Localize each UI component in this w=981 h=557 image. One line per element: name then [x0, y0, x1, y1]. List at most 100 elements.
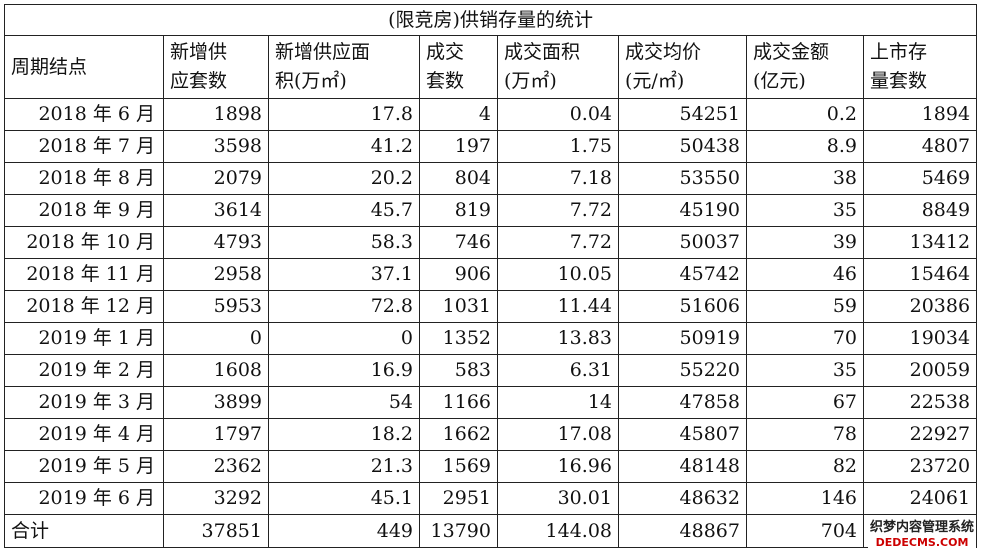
value-cell: 2362: [163, 450, 269, 483]
total-cell: 449: [268, 514, 420, 548]
column-header: 成交面积 (万㎡): [497, 35, 619, 99]
value-cell: 3598: [163, 130, 269, 163]
value-cell: 1569: [419, 450, 498, 483]
column-header: 上市存 量套数: [862, 35, 978, 99]
value-cell: 37.1: [268, 258, 420, 291]
value-cell: 1166: [419, 386, 498, 419]
stats-table: (限竞房)供销存量的统计 周期结点 新增供 应套数 新增供应面 积(万㎡) 成交 套数 成交面…: [3, 4, 978, 548]
value-cell: 72.8: [268, 290, 420, 323]
column-header: 成交 套数: [419, 35, 498, 99]
value-cell: 1608: [163, 354, 269, 387]
value-cell: 3292: [163, 482, 269, 515]
column-header-line: 成交面积: [504, 41, 581, 63]
value-cell: 5469: [862, 162, 978, 195]
value-cell: 7.18: [497, 162, 619, 195]
value-cell: 4: [419, 98, 498, 131]
column-header-line: 应套数: [170, 70, 228, 92]
total-row: 合计 37851 449 13790 144.08 48867 704: [4, 514, 978, 548]
value-cell: 54: [268, 386, 420, 419]
value-cell: 70: [746, 322, 864, 355]
value-cell: 20.2: [268, 162, 420, 195]
column-header: 成交金额 (亿元): [746, 35, 864, 99]
column-header: 周期结点: [4, 35, 164, 99]
table-row: 2019 年 6 月 3292 45.1 2951 30.01 48632 146 24061: [4, 482, 978, 515]
table-title: (限竞房)供销存量的统计: [3, 4, 978, 36]
value-cell: 50438: [618, 130, 747, 163]
value-cell: 1031: [419, 290, 498, 323]
value-cell: 45190: [618, 194, 747, 227]
column-header-line: (亿元): [753, 70, 806, 92]
value-cell: 11.44: [497, 290, 619, 323]
table-row: 2018 年 11 月 2958 37.1 906 10.05 45742 46 15464: [4, 258, 978, 291]
table-row: 2018 年 12 月 5953 72.8 1031 11.44 51606 59 20386: [4, 290, 978, 323]
value-cell: 17.8: [268, 98, 420, 131]
value-cell: 804: [419, 162, 498, 195]
period-cell: 2018 年 10 月: [4, 226, 164, 259]
value-cell: 1.75: [497, 130, 619, 163]
total-cell: 37851: [163, 514, 269, 548]
value-cell: 53550: [618, 162, 747, 195]
period-cell: 2018 年 6 月: [4, 98, 164, 131]
value-cell: 22927: [862, 418, 978, 451]
value-cell: 13412: [862, 226, 978, 259]
value-cell: 0: [268, 322, 420, 355]
value-cell: 55220: [618, 354, 747, 387]
total-cell: 13790: [419, 514, 498, 548]
column-header: 新增供应面积(万㎡): [268, 35, 420, 99]
table-row: 2018 年 9 月 3614 45.7 819 7.72 45190 35 8849: [4, 194, 978, 227]
value-cell: 1662: [419, 418, 498, 451]
value-cell: 51606: [618, 290, 747, 323]
value-cell: 54251: [618, 98, 747, 131]
value-cell: 22538: [862, 386, 978, 419]
period-cell: 2019 年 3 月: [4, 386, 164, 419]
value-cell: 7.72: [497, 194, 619, 227]
period-cell: 2019 年 2 月: [4, 354, 164, 387]
column-header-line: 新增供应面: [275, 41, 371, 63]
value-cell: 746: [419, 226, 498, 259]
value-cell: 20386: [862, 290, 978, 323]
watermark-line1: 织梦内容管理系统: [869, 520, 974, 535]
column-header-line: 上市存: [870, 41, 928, 63]
value-cell: 10.05: [497, 258, 619, 291]
value-cell: 4807: [862, 130, 978, 163]
watermark-line2: DEDECMS.COM: [875, 536, 969, 549]
period-cell: 2019 年 1 月: [4, 322, 164, 355]
value-cell: 13.83: [497, 322, 619, 355]
column-header-line: (元/㎡): [625, 70, 685, 92]
period-cell: 2019 年 5 月: [4, 450, 164, 483]
value-cell: 35: [746, 354, 864, 387]
value-cell: 39: [746, 226, 864, 259]
value-cell: 67: [746, 386, 864, 419]
value-cell: 15464: [862, 258, 978, 291]
table-row: 2018 年 6 月 1898 17.8 4 0.04 54251 0.2 1894: [4, 98, 978, 131]
value-cell: 2079: [163, 162, 269, 195]
value-cell: 0.04: [497, 98, 619, 131]
value-cell: 47858: [618, 386, 747, 419]
column-header-line: (万㎡): [504, 70, 557, 92]
value-cell: 1898: [163, 98, 269, 131]
column-header-line: 积(万㎡): [275, 70, 347, 92]
value-cell: 38: [746, 162, 864, 195]
value-cell: 7.72: [497, 226, 619, 259]
table-row: 2019 年 1 月 0 0 1352 13.83 50919 70 19034: [4, 322, 978, 355]
value-cell: 1894: [862, 98, 978, 131]
value-cell: 1352: [419, 322, 498, 355]
value-cell: 35: [746, 194, 864, 227]
table-row: 2018 年 10 月 4793 58.3 746 7.72 50037 39 13412: [4, 226, 978, 259]
period-cell: 2018 年 7 月: [4, 130, 164, 163]
column-header-line: 周期结点: [11, 55, 88, 78]
period-cell: 2018 年 9 月: [4, 194, 164, 227]
value-cell: 2958: [163, 258, 269, 291]
value-cell: 18.2: [268, 418, 420, 451]
value-cell: 82: [746, 450, 864, 483]
value-cell: 197: [419, 130, 498, 163]
watermark-logo: 织梦内容管理系统 DEDECMS.COM: [868, 520, 976, 552]
value-cell: 23720: [862, 450, 978, 483]
table-row: 2019 年 4 月 1797 18.2 1662 17.08 45807 78 22927: [4, 418, 978, 451]
value-cell: 146: [746, 482, 864, 515]
period-cell: 2018 年 12 月: [4, 290, 164, 323]
column-header-line: 套数: [426, 70, 465, 92]
period-cell: 2018 年 8 月: [4, 162, 164, 195]
total-cell: 704: [746, 514, 864, 548]
column-header-line: 新增供: [170, 41, 228, 63]
